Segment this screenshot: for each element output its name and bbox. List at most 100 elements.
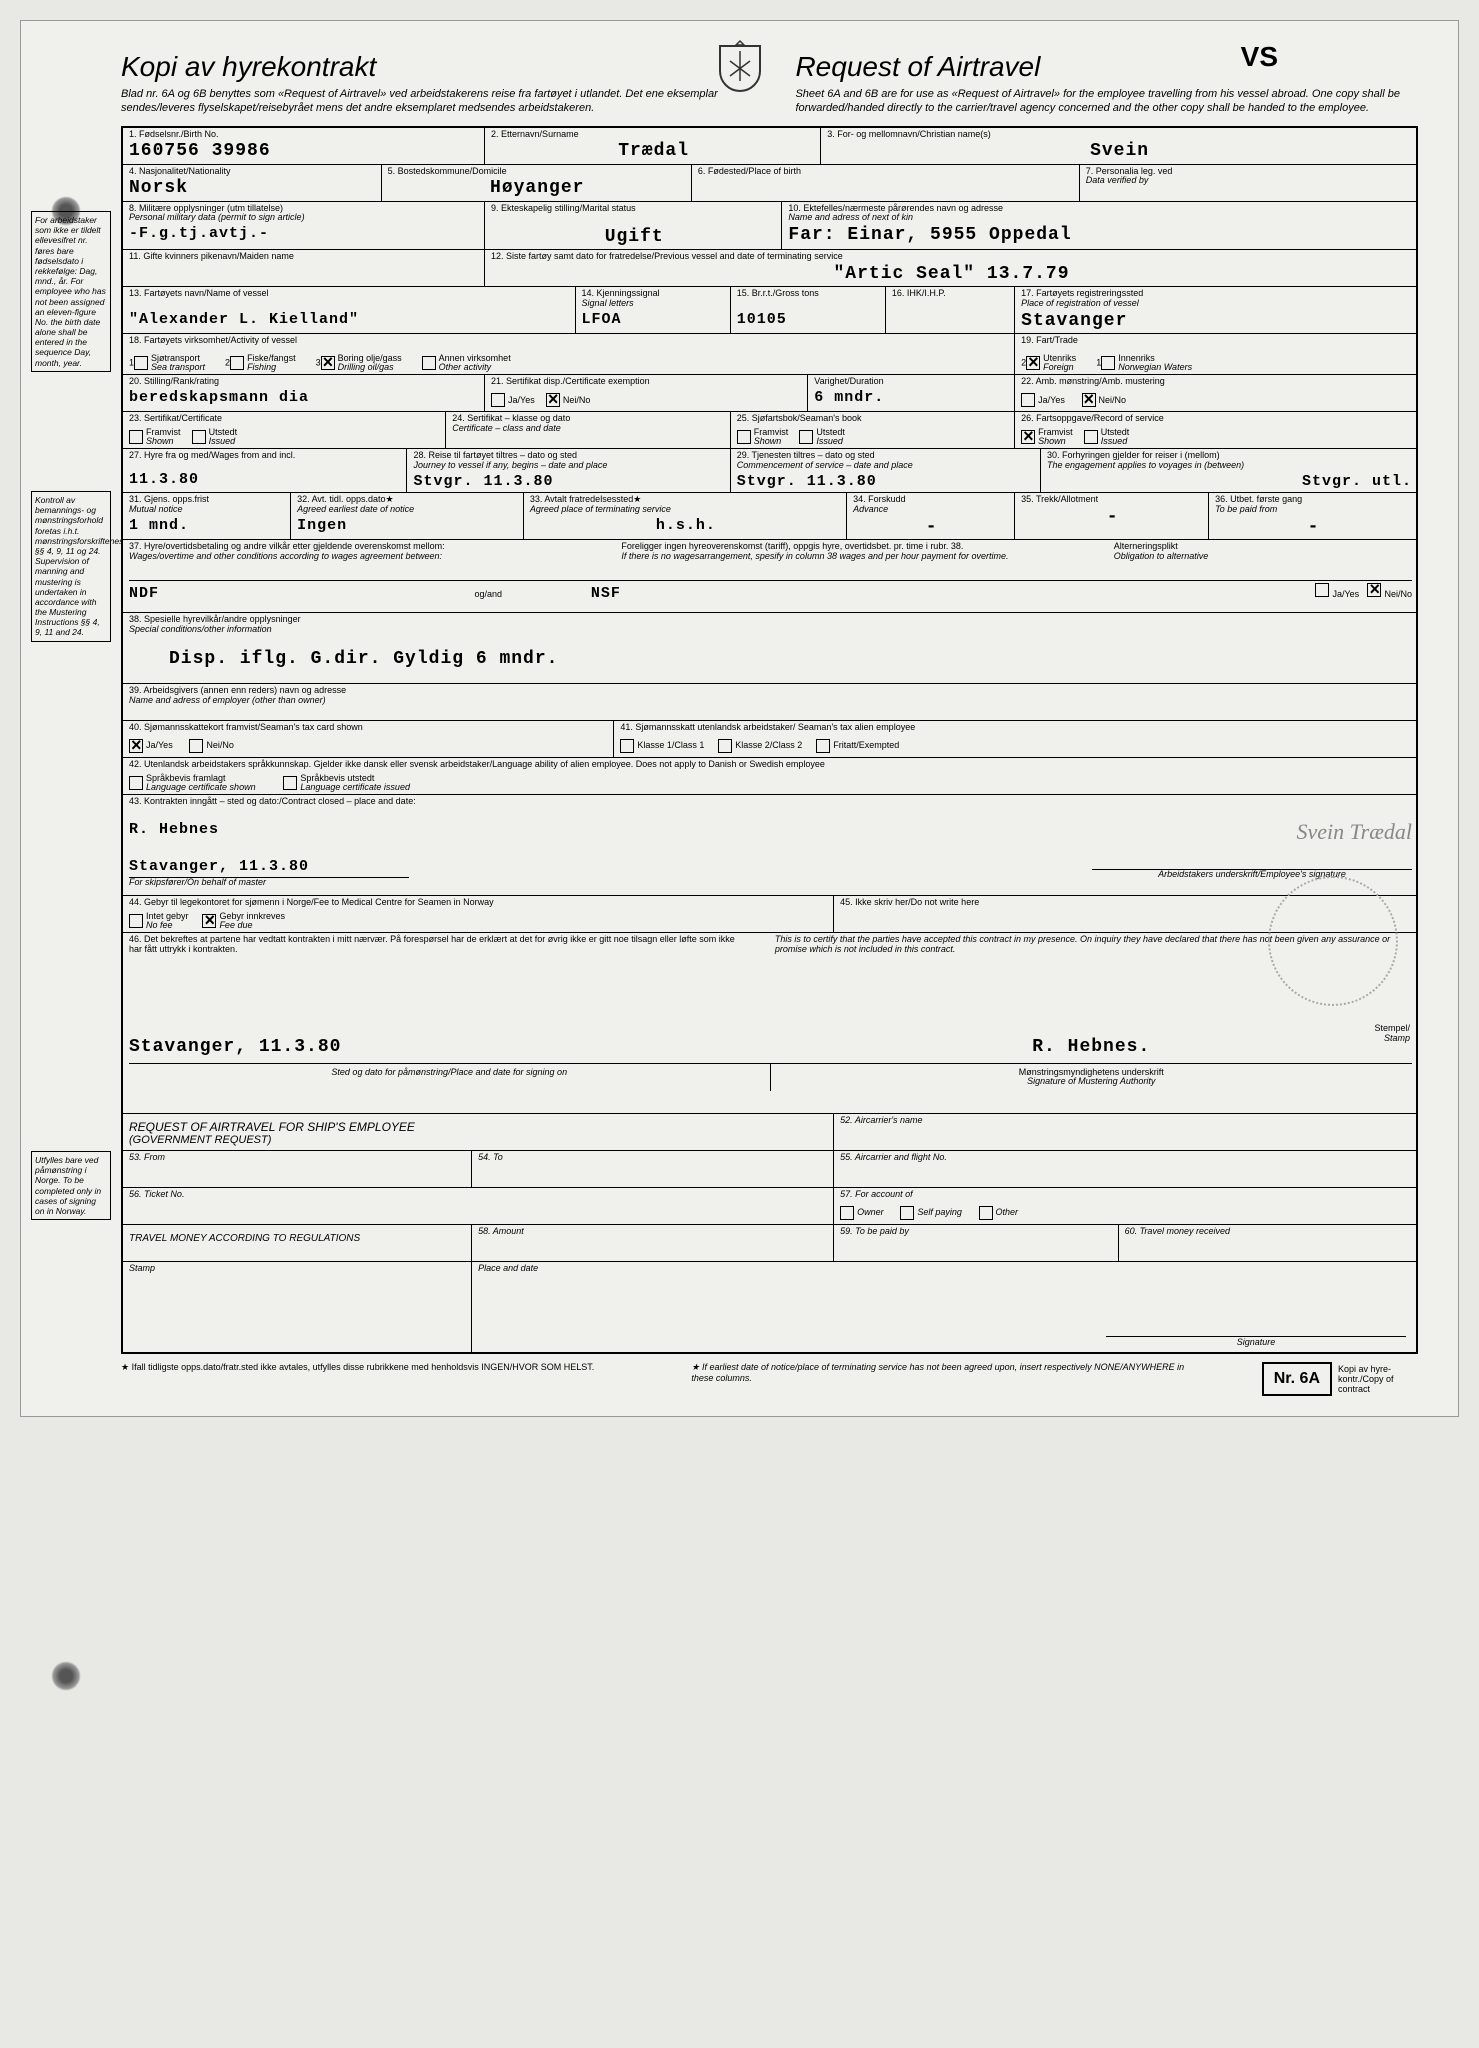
- footer: ★ Ifall tidligste opps.dato/fratr.sted i…: [121, 1362, 1418, 1396]
- checkbox[interactable]: [979, 1206, 993, 1220]
- subtitle-en: Sheet 6A and 6B are for use as «Request …: [795, 87, 1418, 116]
- official-stamp-icon: [1268, 876, 1398, 1006]
- field-37: 37. Hyre/overtidsbetaling og andre vilkå…: [123, 540, 1416, 612]
- field-35: 35. Trekk/Allotment -: [1015, 493, 1209, 539]
- checkbox[interactable]: [321, 356, 335, 370]
- field-13: 13. Fartøyets navn/Name of vessel "Alexa…: [123, 287, 576, 333]
- checkbox[interactable]: [840, 1206, 854, 1220]
- field-46: 46. Det bekreftes at partene har vedtatt…: [123, 933, 1416, 1113]
- field-5: 5. Bostedskommune/Domicile Høyanger: [382, 165, 692, 201]
- field-14: 14. Kjenningssignal Signal letters LFOA: [576, 287, 731, 333]
- title-en: Request of Airtravel: [795, 51, 1418, 83]
- checkbox[interactable]: [129, 914, 143, 928]
- field-2: 2. Etternavn/Surname Trædal: [485, 128, 821, 164]
- checkbox[interactable]: [134, 356, 148, 370]
- gov-request-title: REQUEST OF AIRTRAVEL FOR SHIP'S EMPLOYEE…: [123, 1114, 834, 1150]
- subtitle-no: Blad nr. 6A og 6B benyttes som «Request …: [121, 87, 744, 116]
- checkbox[interactable]: [189, 739, 203, 753]
- checkbox[interactable]: [1315, 583, 1329, 597]
- checkbox[interactable]: [192, 430, 206, 444]
- field-6: 6. Fødested/Place of birth: [692, 165, 1080, 201]
- checkbox[interactable]: [718, 739, 732, 753]
- checkbox[interactable]: [202, 914, 216, 928]
- field-27: 27. Hyre fra og med/Wages from and incl.…: [123, 449, 407, 492]
- field-1: 1. Fødselsnr./Birth No. 160756 39986: [123, 128, 485, 164]
- field-38: 38. Spesielle hyrevilkår/andre opplysnin…: [123, 613, 1416, 683]
- checkbox[interactable]: [1101, 356, 1115, 370]
- field-20: 20. Stilling/Rank/rating beredskapsmann …: [123, 375, 485, 411]
- form-page: VS Kopi av hyrekontrakt Blad nr. 6A og 6…: [20, 20, 1459, 1417]
- field-23: 23. Sertifikat/Certificate FramvistShown…: [123, 412, 446, 448]
- bottom-place-sig: Place and date Signature: [472, 1262, 1416, 1352]
- sidebar-note-2: Kontroll av bemannings- og mønstringsfor…: [31, 491, 111, 642]
- field-59: 59. To be paid by: [834, 1225, 1118, 1261]
- checkbox[interactable]: [546, 393, 560, 407]
- field-25: 25. Sjøfartsbok/Seaman's book FramvistSh…: [731, 412, 1015, 448]
- field-53: 53. From: [123, 1151, 472, 1187]
- sheet-number-sub: Kopi av hyre-kontr./Copy of contract: [1338, 1364, 1418, 1394]
- checkbox[interactable]: [900, 1206, 914, 1220]
- checkbox[interactable]: [283, 776, 297, 790]
- field-56: 56. Ticket No.: [123, 1188, 834, 1224]
- checkbox[interactable]: [129, 776, 143, 790]
- sidebar-note-3: Utfylles bare ved påmønstring i Norge. T…: [31, 1151, 111, 1220]
- field-10: 10. Ektefelles/nærmeste pårørendes navn …: [782, 202, 1416, 250]
- field-43: 43. Kontrakten inngått – sted og dato:/C…: [123, 795, 1416, 895]
- field-22: 22. Amb. mønstring/Amb. mustering Ja/Yes…: [1015, 375, 1416, 411]
- field-18: 18. Fartøyets virksomhet/Activity of ves…: [123, 334, 1015, 374]
- field-39: 39. Arbeidsgivers (annen enn reders) nav…: [123, 684, 1416, 720]
- footnote-en: ★ If earliest date of notice/place of te…: [691, 1362, 1184, 1383]
- field-16: 16. IHK/I.H.P.: [886, 287, 1015, 333]
- checkbox[interactable]: [620, 739, 634, 753]
- checkbox[interactable]: [1021, 393, 1035, 407]
- field-9: 9. Ekteskapelig stilling/Marital status …: [485, 202, 782, 250]
- field-40: 40. Sjømannsskattekort framvist/Seaman's…: [123, 721, 614, 757]
- field-15: 15. Br.r.t./Gross tons 10105: [731, 287, 886, 333]
- field-19: 19. Fart/Trade 2UtenriksForeign 1Innenri…: [1015, 334, 1416, 374]
- checkbox[interactable]: [422, 356, 436, 370]
- bottom-stamp: Stamp: [123, 1262, 472, 1352]
- field-58: 58. Amount: [472, 1225, 834, 1261]
- punch-hole: [51, 1661, 81, 1691]
- field-57: 57. For account of Owner Self paying Oth…: [834, 1188, 1416, 1224]
- checkbox[interactable]: [1082, 393, 1096, 407]
- field-55: 55. Aircarrier and flight No.: [834, 1151, 1416, 1187]
- form-grid: 1. Fødselsnr./Birth No. 160756 39986 2. …: [121, 126, 1418, 1354]
- field-28: 28. Reise til fartøyet tiltres – dato og…: [407, 449, 730, 492]
- checkbox[interactable]: [129, 430, 143, 444]
- footnote-no: ★ Ifall tidligste opps.dato/fratr.sted i…: [121, 1362, 594, 1372]
- checkbox[interactable]: [129, 739, 143, 753]
- field-36: 36. Utbet. første gang To be paid from -: [1209, 493, 1416, 539]
- field-21-duration: Varighet/Duration 6 mndr.: [808, 375, 1015, 411]
- sheet-number: Nr. 6A: [1262, 1362, 1332, 1396]
- field-21: 21. Sertifikat disp./Certificate exempti…: [485, 375, 808, 411]
- field-29: 29. Tjenesten tiltres – dato og sted Com…: [731, 449, 1041, 492]
- checkbox[interactable]: [1367, 583, 1381, 597]
- field-4: 4. Nasjonalitet/Nationality Norsk: [123, 165, 382, 201]
- checkbox[interactable]: [1084, 430, 1098, 444]
- checkbox[interactable]: [1021, 430, 1035, 444]
- field-52: 52. Aircarrier's name: [834, 1114, 1416, 1150]
- field-42: 42. Utenlandsk arbeidstakers språkkunnsk…: [123, 758, 1416, 794]
- checkbox[interactable]: [491, 393, 505, 407]
- field-12: 12. Siste fartøy samt dato for fratredel…: [485, 250, 1416, 286]
- field-54: 54. To: [472, 1151, 834, 1187]
- field-32: 32. Avt. tidl. opps.dato★ Agreed earlies…: [291, 493, 524, 539]
- field-33: 33. Avtalt fratredelsessted★ Agreed plac…: [524, 493, 847, 539]
- sidebar-note-1: For arbeidstaker som ikke er tildelt ell…: [31, 211, 111, 372]
- title-no: Kopi av hyrekontrakt: [121, 51, 744, 83]
- checkbox[interactable]: [230, 356, 244, 370]
- checkbox[interactable]: [1026, 356, 1040, 370]
- field-30: 30. Forhyringen gjelder for reiser i (me…: [1041, 449, 1416, 492]
- checkbox[interactable]: [737, 430, 751, 444]
- field-7: 7. Personalia leg. ved Data verified by: [1080, 165, 1416, 201]
- travel-money-title: TRAVEL MONEY ACCORDING TO REGULATIONS: [123, 1225, 472, 1261]
- header: Kopi av hyrekontrakt Blad nr. 6A og 6B b…: [121, 51, 1418, 116]
- field-44: 44. Gebyr til legekontoret for sjømenn i…: [123, 896, 834, 932]
- checkbox[interactable]: [799, 430, 813, 444]
- checkbox[interactable]: [816, 739, 830, 753]
- field-34: 34. Forskudd Advance -: [847, 493, 1015, 539]
- field-17: 17. Fartøyets registreringssted Place of…: [1015, 287, 1416, 333]
- field-41: 41. Sjømannsskatt utenlandsk arbeidstake…: [614, 721, 1416, 757]
- employee-signature: Svein Trædal: [771, 819, 1413, 845]
